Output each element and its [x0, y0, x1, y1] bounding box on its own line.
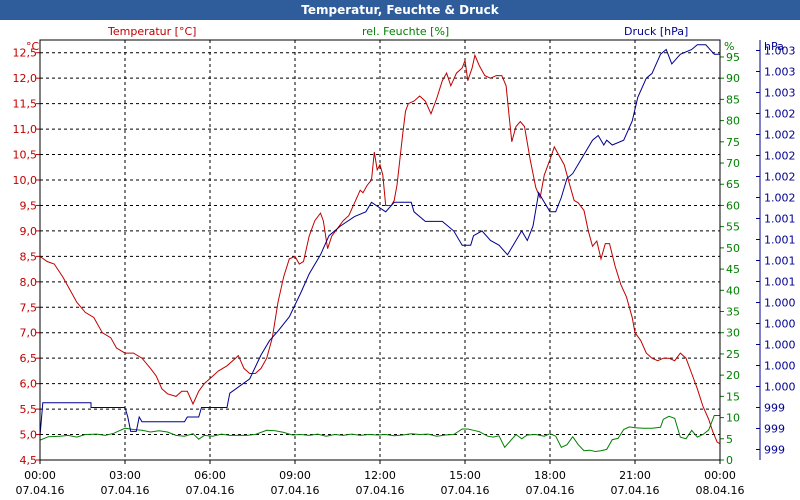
- temperature-tick-label: 8,0: [20, 276, 38, 289]
- window-title: Temperatur, Feuchte & Druck: [0, 0, 800, 20]
- humidity-tick-label: 75: [726, 136, 740, 149]
- series-lines: [39, 44, 721, 453]
- humidity-tick-label: 45: [726, 263, 740, 276]
- pressure-unit-label: hPa: [764, 40, 784, 53]
- legend-temperature: Temperatur [°C]: [107, 25, 196, 38]
- pressure-tick-label: 1.000: [764, 381, 796, 394]
- date-tick-label: 08.04.16: [696, 484, 745, 497]
- pressure-tick-label: 1.001: [764, 255, 796, 268]
- date-tick-label: 07.04.16: [526, 484, 575, 497]
- pressure-tick-label: 1.002: [764, 129, 796, 142]
- temperature-tick-label: 6,0: [20, 378, 38, 391]
- temperature-tick-label: 6,5: [20, 352, 38, 365]
- humidity-tick-label: 5: [726, 433, 733, 446]
- humidity-tick-label: 65: [726, 178, 740, 191]
- legend-pressure: Druck [hPa]: [624, 25, 688, 38]
- temperature-tick-label: 12,5: [13, 47, 38, 60]
- time-tick-label: 09:00: [279, 469, 311, 482]
- time-tick-label: 21:00: [619, 469, 651, 482]
- pressure-tick-label: 1.002: [764, 150, 796, 163]
- humidity-tick-label: 0: [726, 454, 733, 467]
- pressure-tick-label: 999: [764, 423, 785, 436]
- time-axis: 00:00 07.04.16 03:00 07.04.16 06:00 07.04.16 0…: [16, 460, 745, 497]
- time-tick-label: 12:00: [364, 469, 396, 482]
- temperature-unit-label: °C: [26, 40, 40, 53]
- pressure-tick-label: 1.000: [764, 360, 796, 373]
- pressure-tick-label: 1.003: [764, 66, 796, 79]
- pressure-tick-label: 1.002: [764, 171, 796, 184]
- humidity-tick-label: 80: [726, 115, 740, 128]
- grid: [39, 40, 721, 461]
- temperature-tick-label: 12,0: [13, 72, 38, 85]
- pressure-tick-label: 1.003: [764, 45, 796, 58]
- humidity-tick-label: 70: [726, 157, 740, 170]
- humidity-tick-label: 90: [726, 72, 740, 85]
- pressure-tick-label: 1.002: [764, 192, 796, 205]
- temperature-tick-label: 5,0: [20, 429, 38, 442]
- plot-frame: [39, 39, 721, 461]
- humidity-unit-label: %: [724, 40, 734, 53]
- pressure-tick-label: 1.003: [764, 87, 796, 100]
- pressure-tick-label: 1.001: [764, 234, 796, 247]
- humidity-tick-label: 55: [726, 221, 740, 234]
- temperature-tick-label: 9,0: [20, 225, 38, 238]
- humidity-tick-label: 10: [726, 412, 740, 425]
- humidity-tick-label: 85: [726, 93, 740, 106]
- date-tick-label: 07.04.16: [16, 484, 65, 497]
- humidity-tick-label: 15: [726, 390, 740, 403]
- time-tick-label: 18:00: [534, 469, 566, 482]
- date-tick-label: 07.04.16: [186, 484, 235, 497]
- humidity-tick-label: 30: [726, 327, 740, 340]
- humidity-tick-label: 95: [726, 51, 740, 64]
- pressure-line: [39, 44, 720, 437]
- pressure-tick-label: 1.002: [764, 108, 796, 121]
- date-tick-label: 07.04.16: [441, 484, 490, 497]
- humidity-tick-label: 25: [726, 348, 740, 361]
- temperature-tick-label: 7,5: [20, 301, 38, 314]
- pressure-tick-label: 1.001: [764, 213, 796, 226]
- humidity-tick-label: 60: [726, 199, 740, 212]
- temperature-tick-label: 7,0: [20, 327, 38, 340]
- pressure-tick-label: 1.001: [764, 276, 796, 289]
- humidity-tick-label: 40: [726, 284, 740, 297]
- humidity-tick-label: 35: [726, 306, 740, 319]
- legend-humidity: rel. Feuchte [%]: [362, 25, 449, 38]
- date-tick-label: 07.04.16: [101, 484, 150, 497]
- temperature-line: [39, 53, 721, 445]
- temperature-tick-label: 10,5: [13, 149, 38, 162]
- temperature-tick-label: 5,5: [20, 403, 38, 416]
- pressure-tick-label: 1.000: [764, 297, 796, 310]
- time-tick-label: 00:00: [24, 469, 56, 482]
- humidity-line: [39, 415, 720, 453]
- date-tick-label: 07.04.16: [611, 484, 660, 497]
- time-tick-label: 06:00: [194, 469, 226, 482]
- temperature-axis: 4,5 5,0 5,5 6,0 6,5 7,0 7,5 8,0 8,5 9,0 9,5 10,0 10,…: [13, 47, 40, 467]
- pressure-tick-label: 999: [764, 444, 785, 457]
- pressure-tick-label: 999: [764, 402, 785, 415]
- humidity-tick-label: 20: [726, 369, 740, 382]
- date-tick-label: 07.04.16: [356, 484, 405, 497]
- pressure-axis: 999 999 999 1.000 1.000 1.000 1.000 1.000 1.001 1…: [756, 40, 796, 460]
- time-tick-label: 03:00: [109, 469, 141, 482]
- date-tick-label: 07.04.16: [271, 484, 320, 497]
- time-tick-label: 00:00: [704, 469, 736, 482]
- humidity-tick-label: 50: [726, 242, 740, 255]
- temperature-tick-label: 11,0: [13, 123, 38, 136]
- pressure-tick-label: 1.000: [764, 339, 796, 352]
- time-tick-label: 15:00: [449, 469, 481, 482]
- temperature-tick-label: 8,5: [20, 250, 38, 263]
- temperature-tick-label: 4,5: [20, 454, 38, 467]
- humidity-axis: 0 5 10 15 20 25 30 35 40 45 50 55 60 65 70 75 80 85 90 95: [720, 51, 740, 467]
- temperature-tick-label: 11,5: [13, 98, 38, 111]
- pressure-tick-label: 1.000: [764, 318, 796, 331]
- temperature-tick-label: 9,5: [20, 199, 38, 212]
- temperature-tick-label: 10,0: [13, 174, 38, 187]
